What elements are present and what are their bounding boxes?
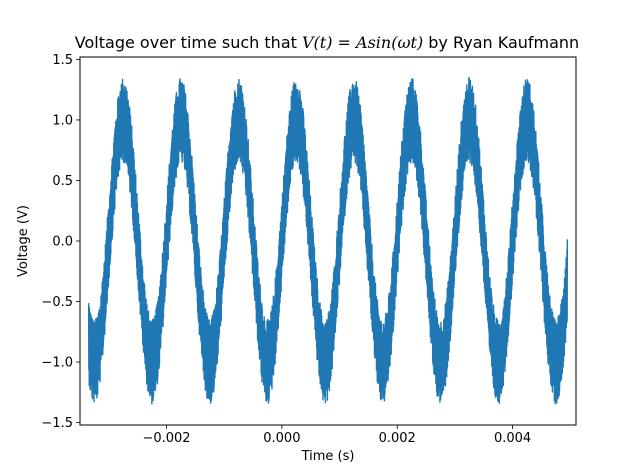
y-axis-label: Voltage (V) <box>16 205 31 277</box>
x-tick-label: −0.002 <box>142 431 190 446</box>
x-tick-label: 0.002 <box>379 431 416 446</box>
chart-title-prefix: Voltage over time such that <box>75 33 302 52</box>
voltage-series-line <box>87 77 569 405</box>
y-tick-label: 0.5 <box>52 174 73 189</box>
chart-title-math: V(t) = Asin(ωt) <box>302 33 423 52</box>
x-tick-label: 0.004 <box>494 431 531 446</box>
y-tick-label: −1.5 <box>41 416 73 431</box>
y-tick-label: 0.0 <box>52 235 73 250</box>
chart-title: Voltage over time such that V(t) = Asin(… <box>75 33 579 52</box>
y-tick-label: 1.0 <box>52 113 73 128</box>
y-tick-label: −1.0 <box>41 356 73 371</box>
chart-title-suffix: by Ryan Kaufmann <box>423 33 579 52</box>
y-axis-ticks: −1.5 −1.0 −0.5 0.0 0.5 1.0 1.5 <box>41 53 80 431</box>
y-tick-label: −0.5 <box>41 295 73 310</box>
x-tick-label: 0.000 <box>263 431 300 446</box>
x-axis-label: Time (s) <box>301 449 355 464</box>
x-axis-ticks: −0.002 0.000 0.002 0.004 <box>142 425 531 446</box>
data-series-layer <box>87 77 569 405</box>
y-tick-label: 1.5 <box>52 53 73 68</box>
